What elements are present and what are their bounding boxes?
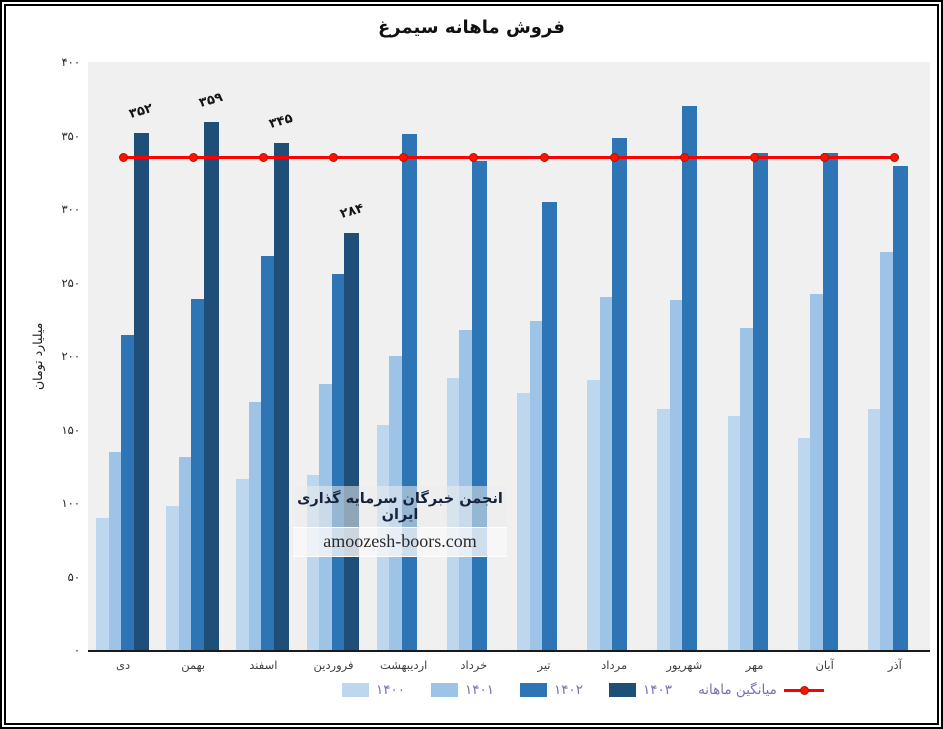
y-tick-350: ۳۵۰ [61,128,80,143]
bar-۱۴۰۳-0 [133,132,149,650]
average-line-marker [750,153,760,163]
bar-۱۴۰۱-8 [669,300,685,650]
bar-۱۴۰۲-7 [612,138,628,650]
average-line-marker [118,153,128,163]
watermark-domain: amoozesh-boors.com [293,527,507,557]
bar-۱۴۰۰-6 [517,392,532,650]
y-tick-50: ۵۰ [67,569,80,584]
legend-swatch [431,683,459,697]
y-tick-250: ۲۵۰ [61,275,80,290]
x-label-6: تیر [537,658,551,672]
bar-۱۴۰۲-8 [682,106,698,650]
watermark-org-name: انجمن خبرگان سرمایه گذاری ایران [297,491,503,523]
bar-۱۴۰۳-3 [344,232,359,650]
bar-۱۴۰۲-1 [191,298,207,650]
bar-۱۴۰۰-7 [587,379,603,650]
legend-label: ۱۴۰۰ [376,682,406,698]
bar-۱۴۰۲-5 [471,160,487,650]
bar-۱۴۰۱-6 [529,320,545,650]
average-line-marker [329,153,339,163]
average-line-marker [469,153,479,163]
bar-۱۴۰۰-10 [797,438,813,650]
data-label-۳۴۵: ۳۴۵ [267,110,295,132]
data-label-۲۸۴: ۲۸۴ [337,200,366,222]
y-tick-300: ۳۰۰ [61,202,80,216]
legend-item-۱۴۰۰: ۱۴۰۰ [342,682,405,698]
y-tick-150: ۱۵۰ [61,422,80,437]
bar-۱۴۰۱-0 [108,451,124,650]
legend-label: ۱۴۰۳ [643,682,673,698]
bar-۱۴۰۱-10 [810,294,826,650]
bar-۱۴۰۲-10 [822,153,838,650]
watermark: انجمن خبرگان سرمایه گذاری ایران amoozesh… [293,486,507,557]
x-label-4: اردیبهشت [379,658,428,672]
average-line-marker [890,153,900,163]
legend-swatch [342,683,369,697]
plot-area: انجمن خبرگان سرمایه گذاری ایران amoozesh… [88,62,930,652]
bar-۱۴۰۲-2 [261,256,277,650]
bar-۱۴۰۲-11 [892,166,908,650]
bar-۱۴۰۱-2 [248,401,264,650]
bar-۱۴۰۳-2 [273,142,289,650]
x-label-9: مهر [745,658,764,672]
bar-۱۴۰۱-7 [599,297,615,650]
bar-۱۴۰۰-2 [236,479,252,650]
average-line-marker [399,153,409,163]
x-label-10: آبان [815,658,834,672]
bar-۱۴۰۱-9 [740,328,755,650]
x-label-2: اسفند [249,658,278,672]
y-tick-100: ۱۰۰ [61,496,80,510]
average-line-marker [679,153,689,163]
average-line-marker [258,153,268,163]
bar-۱۴۰۰-0 [96,517,111,650]
x-label-7: مرداد [601,658,628,672]
legend: ۱۴۰۰ ۱۴۰۱ ۱۴۰۲ ۱۴۰۳ میانگین ماهانه [342,682,824,698]
data-label-۳۵۹: ۳۵۹ [197,90,225,112]
legend-label-average: میانگین ماهانه [698,682,777,698]
legend-swatch [520,683,548,697]
legend-item-۱۴۰۱: ۱۴۰۱ [431,682,494,698]
x-label-8: شهریور [666,658,703,672]
chart-page: فروش ماهانه سیمرغ میلیارد تومان ۴۰۰ ۳۵۰ ۳۰… [4,4,939,725]
x-label-0: دی [115,658,131,672]
legend-label: ۱۴۰۲ [554,682,584,698]
legend-swatch [609,683,637,697]
data-label-۳۵۲: ۳۵۲ [127,100,155,122]
average-line-marker [820,153,830,163]
bar-۱۴۰۲-4 [401,134,417,650]
bar-۱۴۰۲-0 [121,335,136,650]
bar-۱۴۰۳-1 [203,122,219,650]
legend-average-line-marker [783,685,824,695]
bar-۱۴۰۰-1 [166,505,182,650]
y-tick-400: ۴۰۰ [61,55,80,69]
bar-۱۴۰۰-9 [727,416,743,650]
average-line-marker [188,153,198,163]
x-label-5: خرداد [460,658,488,672]
bar-۱۴۰۱-11 [880,251,896,650]
x-label-3: فروردین [313,658,354,672]
legend-label: ۱۴۰۱ [465,682,495,698]
legend-item-۱۴۰۲: ۱۴۰۲ [520,682,583,698]
bar-۱۴۰۰-8 [657,408,673,650]
legend-item-۱۴۰۳: ۱۴۰۳ [609,682,672,698]
x-label-1: بهمن [181,658,206,672]
legend-item-average: میانگین ماهانه [698,682,824,698]
bar-۱۴۰۰-11 [867,408,883,650]
bar-۱۴۰۲-9 [752,153,768,650]
y-tick-0: ۰ [73,643,80,657]
x-label-11: آذر [887,658,902,672]
average-line [123,156,895,160]
average-line-marker [609,153,619,163]
legend-average-dot [799,685,809,695]
y-tick-200: ۲۰۰ [61,349,80,363]
average-line-marker [539,153,549,163]
bar-۱۴۰۱-1 [178,457,194,650]
bar-۱۴۰۲-6 [542,201,557,650]
chart-title: فروش ماهانه سیمرغ [378,17,565,38]
